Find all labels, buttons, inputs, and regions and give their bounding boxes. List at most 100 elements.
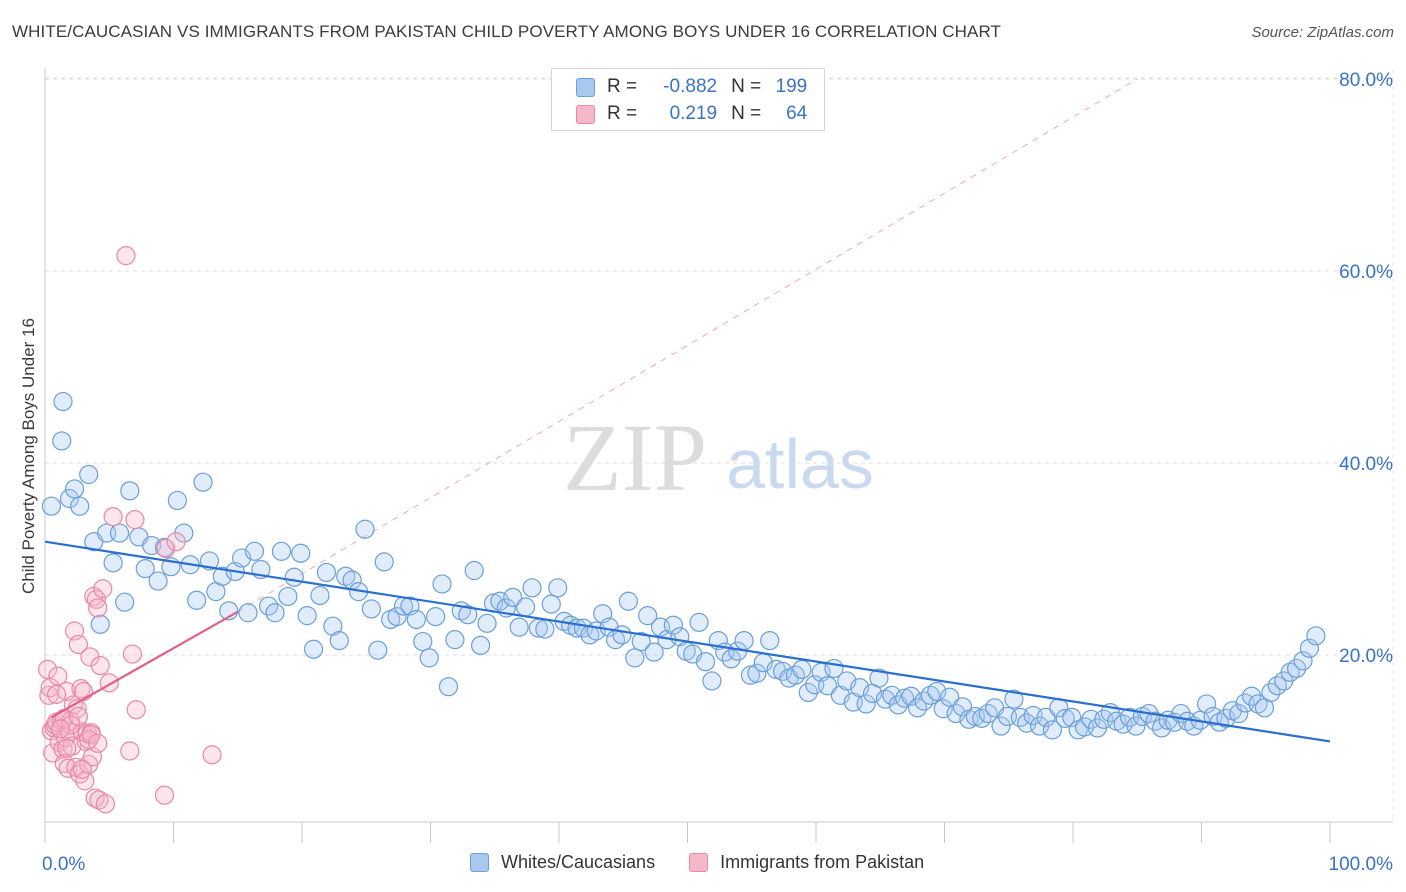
series-whites-points (41, 391, 1326, 740)
whites-point (1036, 707, 1056, 728)
whites-point (663, 615, 683, 635)
pakistan-point (95, 794, 115, 814)
whites-point (509, 617, 529, 637)
whites-point (734, 630, 754, 651)
whites-point (329, 630, 349, 651)
whites-point (187, 590, 207, 610)
pakistan-point (202, 745, 222, 765)
series-legend: Whites/Caucasians Immigrants from Pakist… (470, 852, 958, 873)
pakistan-point (103, 507, 123, 527)
whites-point (515, 597, 536, 617)
whites-point (64, 479, 85, 499)
whites-point (355, 519, 375, 539)
whites-point (79, 464, 99, 485)
whites-point (618, 591, 638, 611)
tick-labels: 20.0% 40.0% 60.0% 80.0% 0.0% 100.0% (42, 70, 1393, 875)
legend-label-pakistan: Immigrants from Pakistan (720, 852, 925, 872)
whites-point (291, 543, 311, 563)
whites-point (59, 488, 80, 509)
whites-point (432, 574, 452, 594)
pakistan-point (154, 785, 175, 805)
whites-point (109, 523, 130, 543)
whites-point (856, 694, 876, 714)
whites-point (1055, 708, 1075, 728)
whites-point (464, 560, 484, 581)
whites-point (323, 616, 343, 636)
pakistan-point (88, 733, 108, 753)
whites-point (760, 630, 780, 651)
pakistan-point (156, 538, 176, 559)
whites-point (265, 603, 285, 623)
whites-point (120, 481, 140, 501)
whites-point (103, 553, 123, 573)
legend-n-value: 64 (786, 103, 808, 124)
whites-point (631, 631, 651, 652)
pakistan-point (71, 678, 91, 699)
legend-item-whites: Whites/Caucasians (470, 852, 655, 873)
pakistan-point (90, 655, 110, 676)
x-tick-label: 100.0% (1329, 854, 1394, 875)
whites-point (413, 631, 433, 652)
pakistan-point (58, 758, 78, 778)
pakistan-point (116, 246, 136, 266)
whites-point (477, 613, 497, 633)
whites-point (244, 541, 265, 561)
legend-swatch-pink (576, 104, 595, 124)
whites-point (426, 606, 446, 627)
whites-point (52, 431, 72, 451)
source-credit: Source: ZipAtlas.com (1251, 24, 1394, 41)
whites-point (869, 668, 889, 688)
whites-point (1306, 626, 1326, 646)
whites-point (1042, 720, 1063, 740)
whites-point (90, 614, 110, 634)
whites-point (361, 599, 381, 619)
whites-point (792, 659, 812, 680)
legend-item-pakistan: Immigrants from Pakistan (689, 852, 924, 873)
whites-point (702, 671, 722, 691)
whites-point (458, 605, 478, 625)
series-pakistan-points (37, 246, 1331, 814)
whites-point (1299, 638, 1320, 658)
whites-point (406, 609, 426, 630)
legend-swatch-pink (689, 853, 709, 872)
whites-point (1229, 703, 1249, 724)
x-tick-label: 0.0% (42, 854, 85, 875)
whites-point (316, 562, 337, 583)
legend-swatch-blue (576, 77, 595, 97)
pakistan-point (122, 644, 142, 664)
whites-point (1197, 694, 1217, 714)
whites-point (193, 472, 213, 492)
pakistan-point (73, 681, 94, 702)
whites-point (1286, 658, 1307, 679)
legend-label-whites: Whites/Caucasians (501, 852, 656, 872)
whites-point (901, 686, 921, 706)
pakistan-point (46, 684, 67, 704)
whites-point (297, 606, 317, 626)
pakistan-point (120, 741, 140, 761)
legend-r-label: R = (607, 76, 638, 97)
whites-point (612, 625, 632, 645)
whites-point (541, 594, 561, 614)
pakistan-point (57, 738, 77, 758)
whites-point (70, 496, 90, 516)
pakistan-point (68, 634, 89, 655)
whites-point (1062, 707, 1082, 728)
whites-point (115, 592, 135, 612)
legend-row-whites: R = -0.882 N = 199 (576, 75, 807, 99)
whites-point (747, 663, 767, 683)
y-tick-label: 20.0% (1339, 646, 1393, 667)
pakistan-point (68, 706, 89, 727)
whites-point (445, 630, 465, 650)
axes (44, 68, 1393, 843)
pakistan-point (166, 532, 186, 552)
whites-point (438, 677, 459, 697)
whites-point (644, 642, 664, 662)
pakistan-point (88, 598, 108, 618)
y-tick-label: 40.0% (1339, 454, 1393, 475)
whites-point (387, 606, 407, 627)
correlation-legend: R = -0.882 N = 199 R = 0.219 N = 64 (551, 68, 825, 131)
whites-point (41, 496, 62, 516)
whites-point (721, 649, 741, 669)
legend-row-pakistan: R = 0.219 N = 64 (576, 102, 807, 126)
whites-point (374, 552, 394, 572)
